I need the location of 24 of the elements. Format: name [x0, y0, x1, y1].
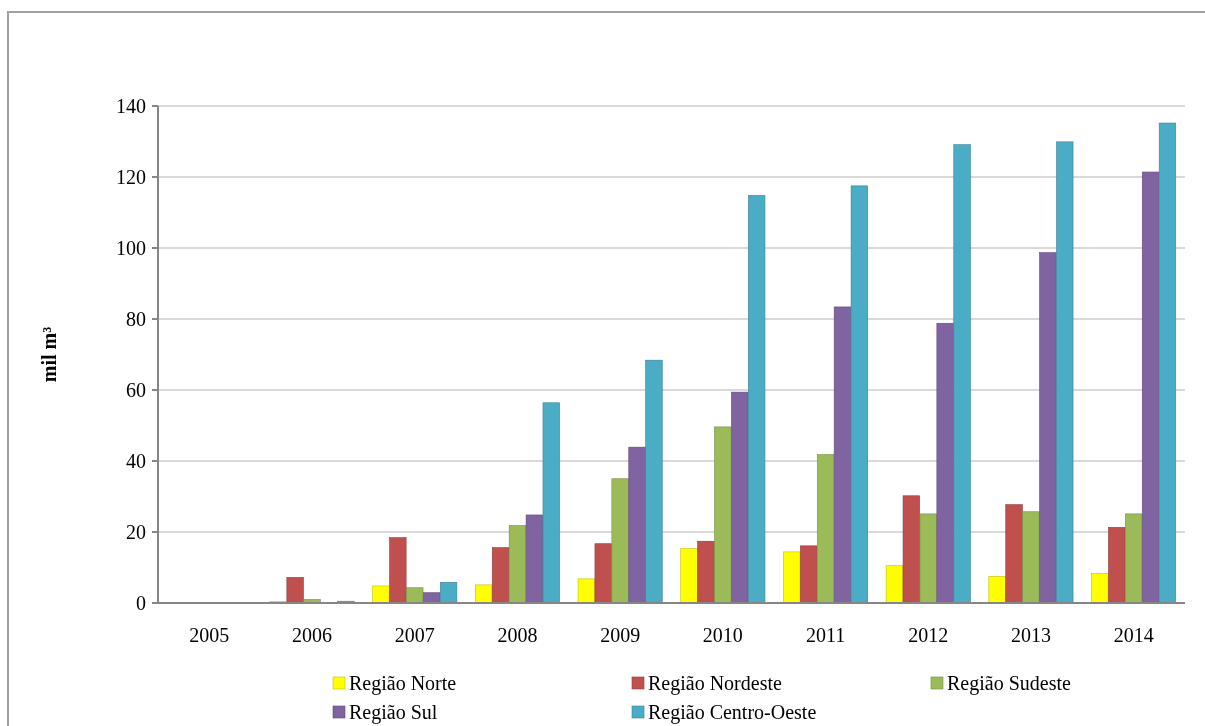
x-tick-label: 2009 [600, 624, 641, 646]
x-tick-label: 2013 [1010, 624, 1051, 646]
x-tick-label: 2005 [189, 624, 230, 646]
y-tick-label: 140 [116, 95, 146, 117]
y-tick-label: 20 [126, 521, 146, 543]
y-tick-label: 120 [116, 166, 146, 188]
y-tick-label: 100 [116, 237, 146, 259]
legend-label: Região Nordeste [648, 672, 782, 695]
legend-label: Região Centro-Oeste [648, 701, 817, 724]
x-tick-label: 2006 [292, 624, 333, 646]
x-tick-label: 2008 [497, 624, 538, 646]
y-tick-label: 0 [136, 592, 146, 614]
y-axis-title: mil m³ [38, 326, 60, 383]
x-tick-label: 2011 [805, 624, 846, 646]
x-tick-label: 2007 [394, 624, 435, 646]
y-tick-label: 80 [126, 308, 146, 330]
y-tick-label: 60 [126, 379, 146, 401]
x-tick-label: 2014 [1113, 624, 1154, 646]
legend-label: Região Sul [349, 701, 438, 724]
x-tick-label: 2010 [702, 624, 743, 646]
y-tick-label: 40 [126, 450, 146, 472]
legend-label: Região Sudeste [947, 672, 1071, 695]
legend-label: Região Norte [349, 672, 457, 695]
x-tick-label: 2012 [908, 624, 949, 646]
